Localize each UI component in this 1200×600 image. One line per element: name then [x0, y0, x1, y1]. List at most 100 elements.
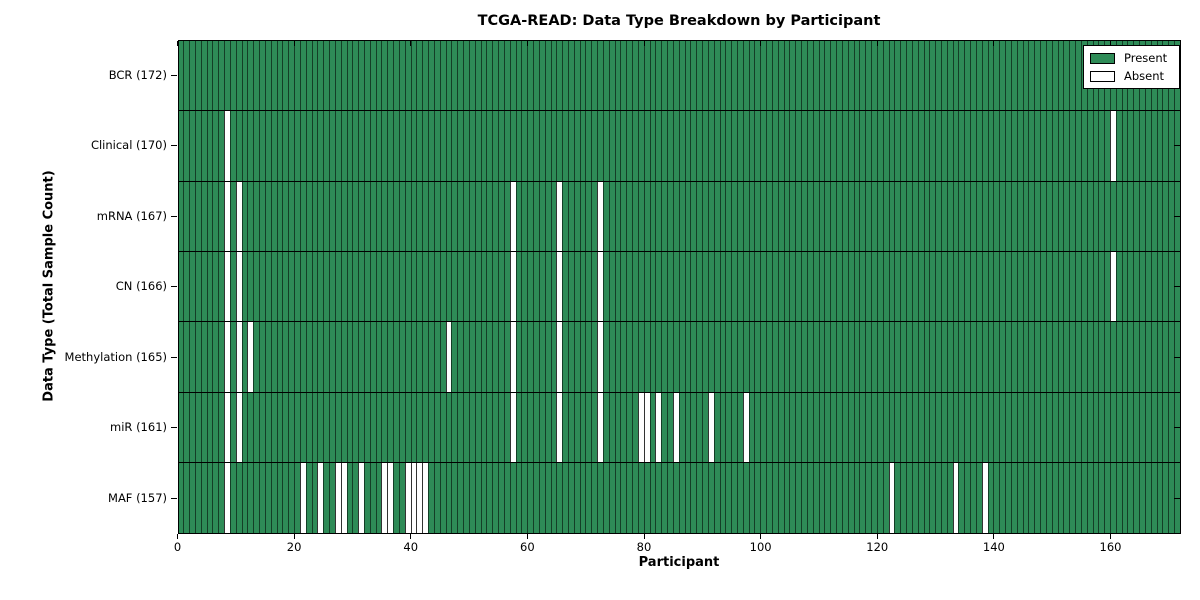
- present-cell: [183, 181, 190, 252]
- present-cell: [841, 392, 848, 463]
- present-cell: [806, 41, 813, 111]
- present-cell: [1080, 181, 1087, 252]
- present-cell: [480, 41, 487, 111]
- present-cell: [812, 392, 819, 463]
- y-tick-left: [171, 145, 177, 147]
- present-cell: [731, 111, 737, 181]
- present-cell: [358, 41, 364, 111]
- present-cell: [270, 41, 277, 111]
- present-cell: [882, 322, 889, 392]
- present-cell: [422, 41, 429, 111]
- present-cell: [911, 463, 918, 533]
- present-cell: [340, 111, 347, 181]
- present-cell: [463, 181, 469, 252]
- present-cell: [276, 392, 283, 463]
- present-cell: [754, 41, 761, 111]
- present-cell: [818, 111, 825, 181]
- absent-cell: [742, 392, 749, 463]
- present-cell: [690, 463, 697, 533]
- present-cell: [428, 463, 434, 533]
- present-cell: [1057, 392, 1064, 463]
- present-cell: [871, 41, 877, 111]
- present-cell: [783, 252, 790, 322]
- present-cell: [1075, 41, 1081, 111]
- present-cell: [637, 463, 644, 533]
- present-cell: [1139, 111, 1145, 181]
- present-cell: [1028, 463, 1035, 533]
- present-cell: [282, 41, 289, 111]
- present-cell: [783, 463, 790, 533]
- present-cell: [766, 111, 772, 181]
- present-cell: [498, 181, 504, 252]
- present-cell: [527, 181, 534, 252]
- present-cell: [667, 463, 673, 533]
- present-cell: [229, 111, 236, 181]
- present-cell: [841, 252, 848, 322]
- present-cell: [317, 392, 324, 463]
- present-cell: [1139, 463, 1145, 533]
- present-cell: [789, 111, 796, 181]
- present-cell: [702, 463, 708, 533]
- present-cell: [282, 181, 289, 252]
- row-mRNA: [178, 181, 1180, 253]
- present-cell: [538, 111, 545, 181]
- present-cell: [964, 392, 971, 463]
- present-cell: [661, 322, 668, 392]
- present-cell: [1104, 463, 1110, 533]
- present-cell: [1040, 322, 1046, 392]
- present-cell: [906, 463, 912, 533]
- present-cell: [865, 463, 872, 533]
- present-cell: [853, 392, 860, 463]
- x-tick-top: [177, 41, 178, 46]
- present-cell: [1016, 463, 1023, 533]
- present-cell: [964, 111, 971, 181]
- present-cell: [538, 463, 545, 533]
- present-cell: [777, 322, 784, 392]
- present-cell: [1162, 463, 1169, 533]
- y-tick-right: [1173, 215, 1180, 217]
- present-cell: [591, 322, 598, 392]
- present-cell: [713, 463, 720, 533]
- present-cell: [917, 181, 924, 252]
- present-cell: [690, 41, 697, 111]
- present-cell: [871, 111, 877, 181]
- present-cell: [538, 41, 545, 111]
- present-cell: [439, 322, 446, 392]
- present-cell: [1098, 463, 1105, 533]
- present-cell: [801, 181, 807, 252]
- x-axis-label: Participant: [638, 555, 720, 570]
- present-cell: [783, 392, 790, 463]
- present-cell: [433, 252, 440, 322]
- present-cell: [480, 252, 487, 322]
- present-cell: [212, 252, 219, 322]
- present-cell: [200, 181, 207, 252]
- present-cell: [1127, 181, 1134, 252]
- present-cell: [544, 41, 551, 111]
- present-cell: [416, 181, 423, 252]
- present-cell: [573, 181, 580, 252]
- present-cell: [876, 111, 883, 181]
- present-cell: [1040, 41, 1046, 111]
- present-cell: [194, 252, 201, 322]
- present-cell: [381, 41, 388, 111]
- present-cell: [492, 181, 499, 252]
- present-cell: [876, 181, 883, 252]
- present-cell: [1150, 392, 1157, 463]
- present-cell: [317, 181, 324, 252]
- present-cell: [1156, 252, 1163, 322]
- present-cell: [970, 392, 976, 463]
- present-cell: [422, 181, 429, 252]
- present-cell: [212, 322, 219, 392]
- present-cell: [748, 322, 755, 392]
- present-cell: [369, 111, 376, 181]
- absent-cell: [509, 322, 516, 392]
- present-cell: [760, 252, 767, 322]
- present-cell: [247, 252, 254, 322]
- present-cell: [567, 111, 574, 181]
- present-cell: [451, 111, 458, 181]
- present-cell: [999, 252, 1006, 322]
- present-cell: [1022, 181, 1029, 252]
- present-cell: [1104, 181, 1110, 252]
- present-cell: [1168, 322, 1175, 392]
- present-cell: [451, 252, 458, 322]
